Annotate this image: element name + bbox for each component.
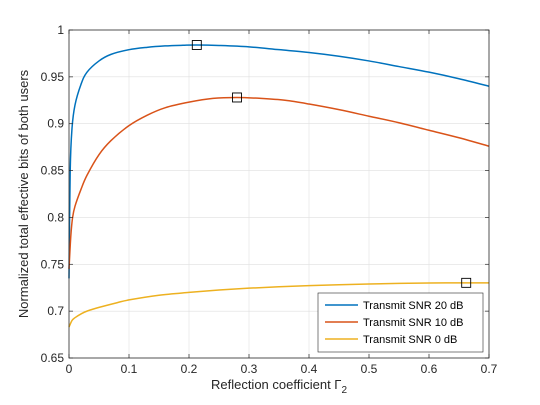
y-tick-label: 1 bbox=[57, 23, 64, 37]
marker-layer bbox=[191, 40, 472, 288]
x-tick-label: 0.3 bbox=[241, 362, 258, 376]
x-tick-label: 0.1 bbox=[121, 362, 138, 376]
legend-label-snr-10: Transmit SNR 10 dB bbox=[363, 317, 463, 329]
y-tick-label: 0.65 bbox=[41, 351, 65, 365]
x-tick-label: 0.7 bbox=[481, 362, 498, 376]
x-tick-label: 0.4 bbox=[301, 362, 318, 376]
tick-labels: 0 0.1 0.2 0.3 0.4 0.5 0.6 0.7 0.65 0.7 0.75 0.8 0.85… bbox=[41, 23, 498, 376]
series-layer bbox=[68, 44, 490, 328]
y-tick-label: 0.7 bbox=[47, 304, 64, 318]
y-tick-label: 0.8 bbox=[47, 210, 64, 224]
x-tick-label: 0.6 bbox=[421, 362, 438, 376]
y-tick-label: 0.85 bbox=[41, 164, 65, 178]
optimum-marker-0 bbox=[191, 40, 202, 50]
x-axis-label-main: Reflection coefficient Γ bbox=[211, 377, 342, 392]
y-tick-label: 0.75 bbox=[41, 257, 65, 271]
legend: Transmit SNR 20 dB Transmit SNR 10 dB Tr… bbox=[317, 292, 484, 353]
x-axis-label-subscript: 2 bbox=[341, 385, 347, 396]
series-line-1 bbox=[68, 96, 490, 270]
ticks bbox=[68, 29, 490, 359]
legend-label-snr-20: Transmit SNR 20 dB bbox=[363, 300, 463, 312]
series-line-2 bbox=[68, 282, 490, 328]
x-tick-label: 0.2 bbox=[181, 362, 198, 376]
y-tick-label: 0.9 bbox=[47, 117, 64, 131]
x-axis-label: Reflection coefficient Γ2 bbox=[211, 377, 348, 396]
x-tick-label: 0.5 bbox=[361, 362, 378, 376]
x-tick-label: 0 bbox=[66, 362, 73, 376]
legend-label-snr-0: Transmit SNR 0 dB bbox=[363, 334, 457, 346]
optimum-marker-1 bbox=[232, 92, 242, 103]
series-line-0 bbox=[68, 44, 490, 279]
plot-frame bbox=[68, 29, 490, 359]
y-axis-label: Normalized total effective bits of both … bbox=[16, 69, 31, 318]
y-tick-label: 0.95 bbox=[41, 70, 65, 84]
optimum-marker-2 bbox=[461, 277, 472, 288]
